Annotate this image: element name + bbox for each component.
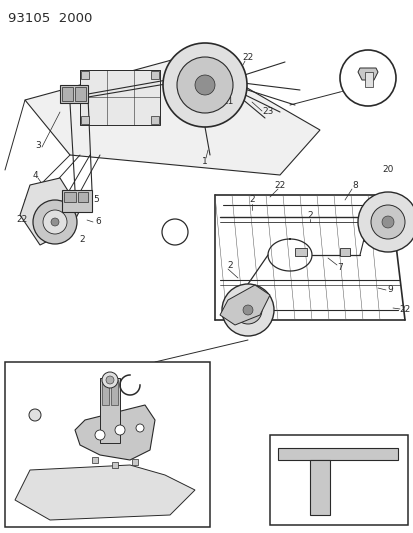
- Text: 3: 3: [35, 141, 41, 149]
- Circle shape: [163, 43, 247, 127]
- Text: 24: 24: [170, 228, 179, 237]
- Circle shape: [51, 218, 59, 226]
- Bar: [364, 72, 372, 87]
- Bar: [102, 380, 109, 405]
- Text: 14: 14: [92, 365, 103, 374]
- Bar: [81, 71, 89, 79]
- Bar: [151, 71, 159, 79]
- Bar: [80, 70, 159, 125]
- Polygon shape: [15, 465, 195, 520]
- Bar: [151, 116, 159, 124]
- Text: 93105  2000: 93105 2000: [8, 12, 92, 25]
- Text: 17: 17: [69, 365, 81, 374]
- Circle shape: [106, 376, 114, 384]
- Text: 16: 16: [313, 437, 325, 446]
- Text: 19: 19: [273, 515, 284, 524]
- Text: 9: 9: [386, 286, 392, 295]
- Text: 18: 18: [398, 225, 410, 235]
- Text: 22: 22: [242, 329, 253, 338]
- Bar: [339, 248, 349, 256]
- Circle shape: [177, 57, 233, 113]
- Bar: [62, 87, 73, 101]
- Bar: [62, 190, 92, 212]
- Text: 8: 8: [351, 181, 357, 190]
- Bar: [269, 435, 407, 525]
- Text: 11: 11: [16, 385, 28, 394]
- Bar: [5, 362, 209, 527]
- Circle shape: [136, 424, 144, 432]
- Text: 23: 23: [262, 108, 273, 117]
- Bar: [81, 116, 89, 124]
- Circle shape: [221, 284, 273, 336]
- Circle shape: [95, 430, 105, 440]
- Bar: [92, 457, 98, 463]
- Text: 4: 4: [32, 171, 38, 180]
- Circle shape: [102, 372, 118, 388]
- Circle shape: [29, 409, 41, 421]
- Circle shape: [381, 216, 393, 228]
- Bar: [60, 85, 88, 103]
- Circle shape: [43, 210, 67, 234]
- Bar: [75, 87, 86, 101]
- Text: 20: 20: [381, 166, 393, 174]
- Circle shape: [339, 50, 395, 106]
- Bar: [309, 460, 329, 515]
- Text: 21: 21: [222, 98, 233, 107]
- Text: 2: 2: [306, 211, 312, 220]
- Circle shape: [195, 75, 214, 95]
- Text: 7: 7: [336, 263, 342, 272]
- Circle shape: [161, 219, 188, 245]
- Circle shape: [242, 305, 252, 315]
- Text: 6: 6: [95, 217, 101, 227]
- Polygon shape: [357, 68, 377, 80]
- Text: 1: 1: [202, 157, 207, 166]
- Polygon shape: [20, 178, 80, 245]
- Circle shape: [357, 192, 413, 252]
- Polygon shape: [219, 285, 269, 325]
- Text: 22: 22: [114, 457, 125, 466]
- Bar: [78, 192, 88, 202]
- Text: 22: 22: [17, 215, 28, 224]
- Text: 2: 2: [361, 236, 367, 245]
- Text: 12: 12: [36, 395, 47, 405]
- Text: 21: 21: [112, 440, 123, 448]
- Text: 3: 3: [62, 450, 68, 459]
- Bar: [294, 248, 306, 256]
- Bar: [100, 378, 120, 443]
- Bar: [64, 192, 76, 202]
- Polygon shape: [25, 55, 319, 175]
- Text: 22: 22: [242, 52, 253, 61]
- Circle shape: [33, 200, 77, 244]
- Bar: [111, 380, 118, 405]
- Circle shape: [233, 296, 261, 324]
- Text: 10: 10: [12, 454, 24, 463]
- Bar: [277, 448, 397, 460]
- Text: 15: 15: [149, 424, 160, 432]
- Text: 5: 5: [93, 196, 99, 205]
- Bar: [112, 462, 118, 468]
- Circle shape: [370, 205, 404, 239]
- Text: 22: 22: [274, 181, 285, 190]
- Text: 2: 2: [227, 261, 232, 270]
- Text: 22: 22: [399, 305, 410, 314]
- Text: 2: 2: [79, 236, 85, 245]
- Text: 22: 22: [42, 499, 54, 508]
- Bar: [132, 459, 138, 465]
- Text: 21: 21: [76, 411, 88, 421]
- Text: 2: 2: [249, 196, 254, 205]
- Text: 13: 13: [6, 410, 18, 419]
- Polygon shape: [75, 405, 154, 460]
- Circle shape: [115, 425, 125, 435]
